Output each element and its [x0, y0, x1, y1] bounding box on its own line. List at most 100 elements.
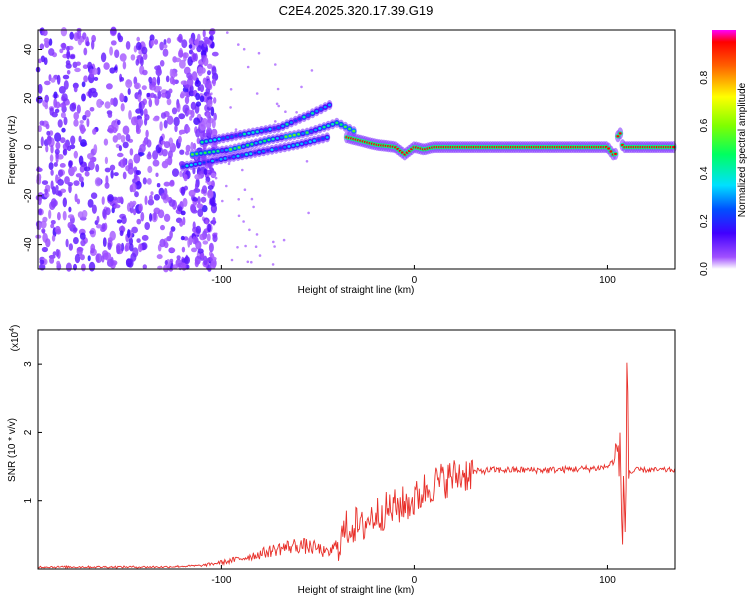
noise-point — [160, 224, 165, 231]
trace-core — [339, 123, 343, 126]
noise-point — [153, 194, 160, 201]
noise-point — [229, 88, 233, 91]
trace-core — [315, 110, 319, 113]
noise-point — [277, 104, 281, 108]
noise-point — [82, 64, 89, 69]
noise-point — [192, 53, 197, 61]
trace-core — [204, 140, 208, 143]
noise-point — [82, 32, 87, 40]
noise-point — [122, 157, 126, 167]
noise-point — [79, 232, 86, 240]
trace-core — [618, 132, 622, 135]
noise-point — [148, 98, 153, 108]
noise-point — [190, 203, 195, 213]
noise-point — [179, 59, 186, 69]
noise-point — [73, 119, 79, 127]
noise-point — [181, 39, 188, 49]
noise-point — [74, 193, 78, 203]
noise-point — [69, 54, 76, 60]
noise-point — [37, 125, 42, 133]
noise-point — [80, 181, 85, 188]
noise-point — [166, 115, 174, 125]
noise-point — [125, 41, 131, 50]
trace-core — [194, 163, 197, 166]
noise-point — [110, 40, 117, 46]
noise-point — [52, 251, 57, 256]
noise-point — [73, 263, 77, 271]
noise-point — [152, 159, 160, 167]
noise-point — [207, 96, 213, 101]
trace-core — [272, 127, 276, 130]
noise-point — [248, 228, 251, 232]
noise-point — [211, 207, 215, 210]
noise-point — [45, 123, 50, 130]
trace-core — [257, 150, 261, 154]
noise-point — [310, 69, 314, 72]
noise-point — [87, 255, 91, 262]
noise-point — [66, 45, 70, 52]
snr-y-label: SNR (10 * v/v) — [7, 418, 18, 482]
noise-point — [179, 149, 185, 155]
noise-point — [178, 113, 186, 120]
y-tick-label: 2 — [23, 429, 34, 435]
noise-point — [130, 252, 137, 262]
noise-point — [160, 92, 168, 98]
noise-point — [127, 229, 131, 238]
noise-point — [192, 236, 197, 245]
noise-point — [213, 97, 217, 104]
noise-point — [89, 87, 97, 94]
noise-point — [50, 144, 54, 154]
noise-point — [178, 49, 184, 58]
noise-point — [163, 44, 168, 49]
noise-point — [84, 110, 91, 118]
noise-point — [187, 238, 191, 248]
noise-point — [142, 69, 148, 76]
noise-point — [131, 200, 137, 206]
noise-point — [81, 93, 86, 102]
x-tick-label: -100 — [211, 575, 231, 586]
noise-point — [200, 50, 207, 57]
noise-point — [62, 210, 67, 221]
noise-point — [188, 44, 193, 49]
noise-point — [193, 117, 201, 125]
noise-point — [107, 194, 114, 202]
noise-point — [234, 128, 238, 131]
noise-point — [60, 27, 68, 37]
noise-point — [189, 84, 194, 93]
trace-core — [352, 129, 356, 133]
x-tick-label: 100 — [599, 275, 616, 286]
trace-core — [207, 151, 211, 154]
trace-core — [314, 128, 318, 132]
trace-core — [216, 150, 220, 153]
noise-point — [163, 39, 167, 46]
noise-point — [152, 117, 160, 122]
noise-point — [172, 264, 179, 269]
noise-point — [211, 51, 219, 57]
noise-point — [116, 219, 122, 224]
y-tick-label: 40 — [23, 44, 34, 56]
trace-core — [607, 147, 611, 150]
noise-point — [180, 80, 188, 86]
noise-point — [59, 103, 67, 108]
spectrogram-marks — [35, 26, 677, 273]
noise-point — [137, 118, 144, 127]
noise-point — [146, 178, 152, 185]
noise-point — [194, 80, 201, 87]
noise-point — [107, 112, 113, 118]
trace-core — [190, 153, 194, 156]
noise-point — [230, 258, 234, 262]
noise-point — [114, 49, 120, 58]
noise-point — [91, 204, 97, 214]
colorbar-tick-label: 0.8 — [699, 70, 710, 84]
trace-core — [226, 136, 230, 139]
noise-point — [48, 209, 52, 219]
noise-point — [144, 114, 150, 121]
noise-point — [146, 92, 151, 98]
noise-point — [78, 135, 82, 143]
trace-core — [212, 150, 216, 153]
noise-point — [109, 164, 116, 171]
noise-point — [114, 66, 118, 71]
noise-point — [194, 174, 201, 180]
spectrogram-x-label: Height of straight line (km) — [298, 285, 415, 296]
noise-point — [176, 255, 181, 260]
